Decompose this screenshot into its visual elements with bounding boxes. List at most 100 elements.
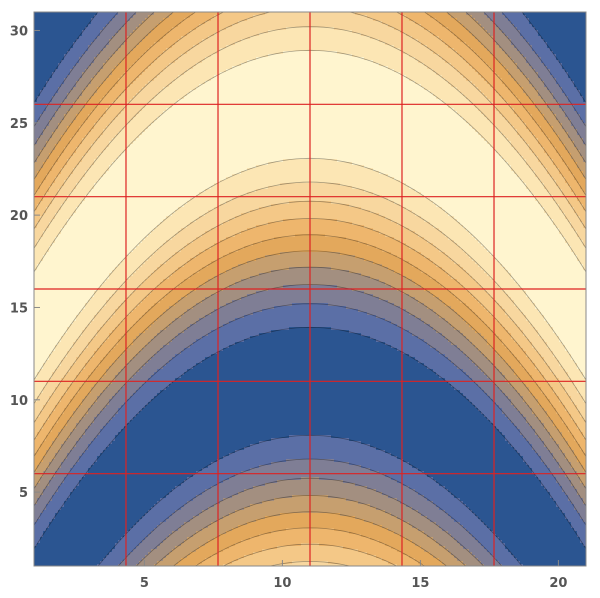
contour-cell	[40, 42, 44, 46]
contour-cell	[79, 282, 83, 286]
contour-cell	[100, 438, 104, 442]
contour-cell	[70, 30, 74, 34]
contour-cell	[103, 498, 107, 502]
contour-cell	[100, 384, 104, 388]
contour-cell	[43, 279, 47, 283]
contour-cell	[70, 267, 74, 271]
contour-cell	[64, 339, 68, 343]
contour-cell	[100, 354, 104, 358]
contour-cell	[103, 483, 107, 487]
contour-cell	[106, 210, 110, 214]
contour-cell	[64, 204, 68, 208]
contour-cell	[85, 216, 89, 220]
contour-cell	[37, 327, 41, 331]
contour-cell	[73, 327, 77, 331]
contour-cell	[37, 312, 41, 316]
contour-cell	[40, 222, 44, 226]
contour-cell	[109, 117, 113, 121]
contour-cell	[67, 12, 71, 16]
contour-cell	[61, 447, 65, 451]
contour-cell	[64, 399, 68, 403]
contour-cell	[46, 282, 50, 286]
contour-cell	[94, 327, 98, 331]
contour-cell	[37, 39, 41, 43]
contour-cell	[46, 150, 50, 154]
contour-cell	[34, 441, 38, 445]
contour-cell	[79, 510, 83, 514]
contour-cell	[64, 312, 68, 316]
contour-cell	[82, 66, 86, 70]
contour-cell	[64, 483, 68, 487]
contour-cell	[58, 537, 62, 541]
contour-cell	[112, 477, 116, 481]
contour-cell	[100, 330, 104, 334]
contour-cell	[109, 156, 113, 160]
contour-cell	[97, 552, 101, 556]
contour-cell	[79, 315, 83, 319]
contour-cell	[61, 495, 65, 499]
contour-cell	[112, 453, 116, 457]
contour-cell	[37, 108, 41, 112]
contour-cell	[103, 486, 107, 490]
contour-cell	[58, 438, 62, 442]
contour-cell	[109, 447, 113, 451]
contour-cell	[76, 531, 80, 535]
contour-cell	[70, 456, 74, 460]
contour-cell	[49, 315, 53, 319]
contour-cell	[46, 294, 50, 298]
contour-cell	[85, 465, 89, 469]
contour-cell	[37, 387, 41, 391]
contour-cell	[109, 309, 113, 313]
contour-cell	[46, 258, 50, 262]
contour-cell	[46, 552, 50, 556]
contour-cell	[34, 363, 38, 367]
contour-cell	[70, 351, 74, 355]
contour-cell	[100, 33, 104, 37]
contour-cell	[43, 246, 47, 250]
contour-cell	[103, 177, 107, 181]
contour-cell	[88, 516, 92, 520]
contour-cell	[82, 165, 86, 169]
contour-cell	[91, 450, 95, 454]
contour-cell	[94, 321, 98, 325]
contour-cell	[52, 225, 56, 229]
contour-cell	[64, 45, 68, 49]
contour-cell	[109, 435, 113, 439]
contour-cell	[85, 96, 89, 100]
contour-cell	[67, 312, 71, 316]
contour-cell	[91, 558, 95, 562]
contour-cell	[100, 396, 104, 400]
contour-cell	[58, 24, 62, 28]
contour-cell	[97, 447, 101, 451]
contour-cell	[61, 291, 65, 295]
contour-cell	[97, 558, 101, 562]
contour-cell	[88, 117, 92, 121]
contour-cell	[79, 501, 83, 505]
contour-cell	[61, 549, 65, 553]
contour-cell	[64, 39, 68, 43]
contour-cell	[100, 333, 104, 337]
contour-cell	[61, 141, 65, 145]
contour-cell	[85, 417, 89, 421]
contour-cell	[46, 459, 50, 463]
contour-cell	[55, 324, 59, 328]
contour-cell	[112, 276, 116, 280]
contour-cell	[103, 543, 107, 547]
contour-cell	[67, 165, 71, 169]
contour-cell	[64, 552, 68, 556]
contour-cell	[70, 12, 74, 16]
contour-cell	[61, 402, 65, 406]
contour-cell	[55, 432, 59, 436]
contour-cell	[106, 12, 110, 16]
contour-cell	[109, 390, 113, 394]
contour-cell	[100, 432, 104, 436]
contour-cell	[55, 558, 59, 562]
contour-cell	[82, 480, 86, 484]
contour-cell	[52, 435, 56, 439]
contour-cell	[58, 264, 62, 268]
contour-cell	[100, 144, 104, 148]
contour-cell	[46, 15, 50, 19]
contour-cell	[97, 339, 101, 343]
contour-cell	[82, 324, 86, 328]
contour-cell	[76, 159, 80, 163]
